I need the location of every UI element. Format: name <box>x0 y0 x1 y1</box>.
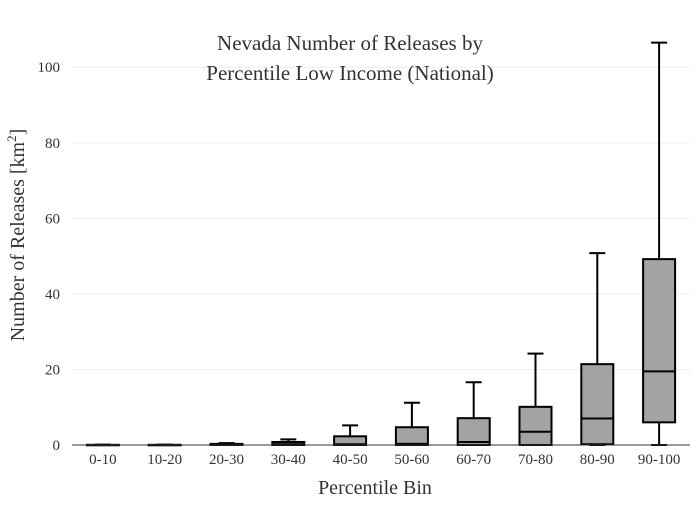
y-tick-label: 0 <box>53 438 61 454</box>
x-tick-label: 10-20 <box>147 452 182 468</box>
x-tick-label: 40-50 <box>333 452 368 468</box>
box-group-70-80 <box>518 352 553 447</box>
box-group-80-90 <box>580 252 615 446</box>
x-tick-label: 60-70 <box>456 452 491 468</box>
x-tick-label: 30-40 <box>271 452 306 468</box>
box-group-40-50 <box>333 424 368 446</box>
x-tick-label: 0-10 <box>89 452 117 468</box>
x-axis-title: Percentile Bin <box>318 477 432 499</box>
x-tick-label: 50-60 <box>394 452 429 468</box>
x-tick-label: 80-90 <box>580 452 615 468</box>
y-tick-label: 40 <box>45 287 60 303</box>
x-tick-label: 20-30 <box>209 452 244 468</box>
iqr-box <box>394 426 429 447</box>
chart-title-line-1: Nevada Number of Releases by <box>217 31 483 55</box>
iqr-box <box>580 363 615 446</box>
y-tick-labels: 0 20 40 60 80 100 <box>38 60 61 454</box>
y-tick-label: 100 <box>38 60 61 76</box>
iqr-box <box>518 405 553 447</box>
iqr-box <box>642 258 677 424</box>
y-tick-label: 60 <box>45 211 60 227</box>
x-tick-label: 70-80 <box>518 452 553 468</box>
box-group-90-100 <box>642 41 677 446</box>
x-tick-label: 90-100 <box>638 452 681 468</box>
chart-title-line-2: Percentile Low Income (National) <box>206 61 493 85</box>
y-axis-title-superscript: 2 <box>4 135 19 142</box>
y-tick-label: 80 <box>45 136 60 152</box>
box-group-60-70 <box>456 381 491 446</box>
x-tick-labels: 0-10 10-20 20-30 30-40 40-50 50-60 60-70 70-80 8… <box>89 452 680 468</box>
y-axis-title-close: ] <box>7 129 29 136</box>
box-layer <box>85 41 677 447</box>
box-group-50-60 <box>394 401 429 447</box>
y-axis-title-main: Number of Releases [km <box>7 141 29 341</box>
box-group-30-40 <box>271 438 306 447</box>
y-tick-label: 20 <box>45 362 60 378</box>
y-axis-title: Number of Releases [km2] <box>4 129 29 342</box>
iqr-box <box>456 417 491 446</box>
